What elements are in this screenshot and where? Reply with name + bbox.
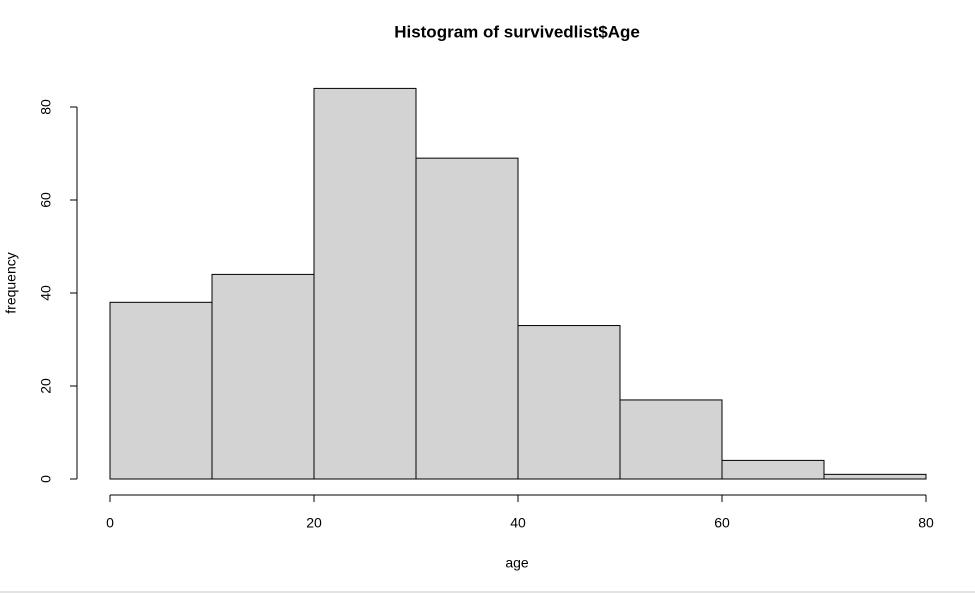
bar xyxy=(415,157,519,480)
bar xyxy=(313,87,417,480)
chart-title: Histogram of survivedlist$Age xyxy=(394,22,640,41)
y-tick-label: 20 xyxy=(38,378,54,394)
y-tick-label: 80 xyxy=(38,99,54,115)
bar xyxy=(619,399,723,480)
x-tick-label: 60 xyxy=(714,515,730,531)
y-tick-label: 0 xyxy=(38,475,54,483)
x-tick-label: 80 xyxy=(918,515,934,531)
x-tick-label: 40 xyxy=(510,515,526,531)
bar xyxy=(517,325,621,480)
x-axis-label: age xyxy=(505,555,529,571)
bar xyxy=(823,473,927,480)
bar xyxy=(109,301,213,480)
y-axis-label: frequency xyxy=(3,252,19,313)
bar xyxy=(721,459,825,480)
x-tick-label: 0 xyxy=(106,515,114,531)
y-tick-label: 40 xyxy=(38,285,54,301)
x-tick-label: 20 xyxy=(306,515,322,531)
y-tick-label: 60 xyxy=(38,192,54,208)
bar xyxy=(211,273,315,480)
